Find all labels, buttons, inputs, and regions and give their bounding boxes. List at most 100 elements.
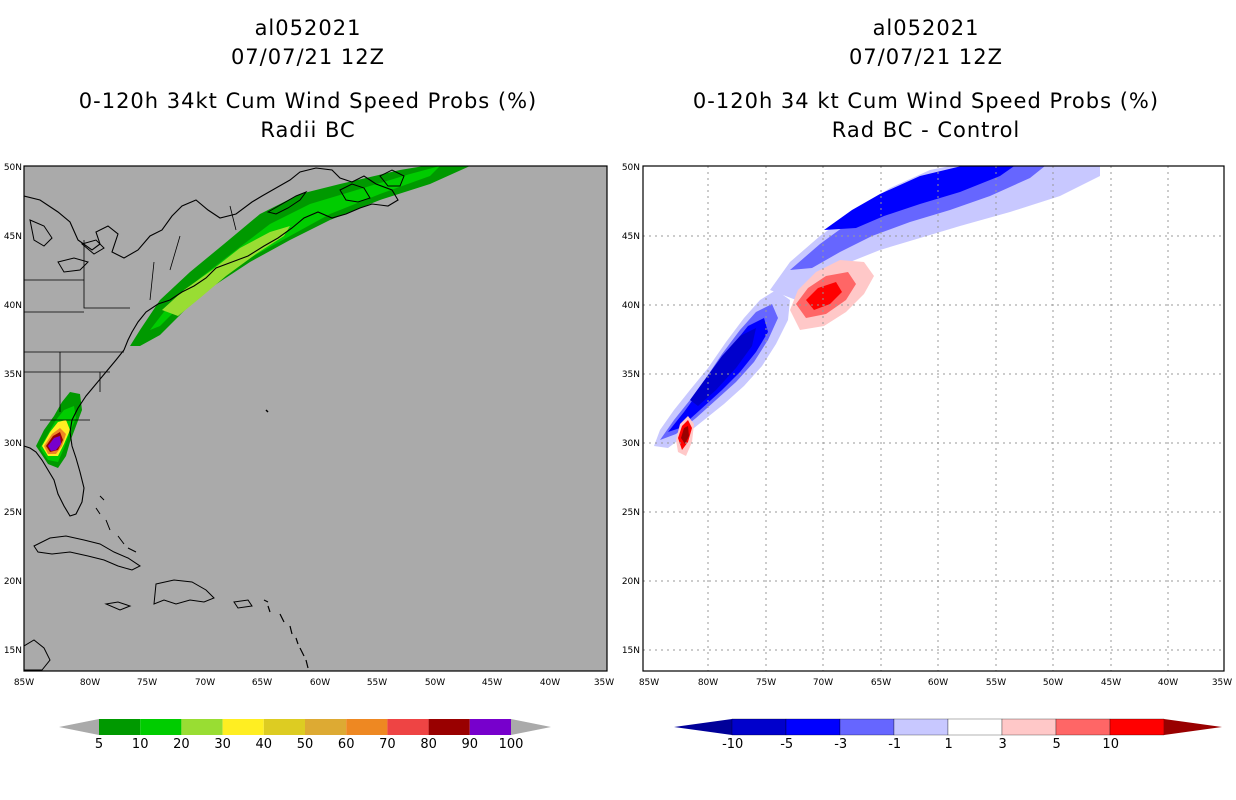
colorbar-label: 50 bbox=[297, 737, 314, 752]
lat-label: 50N bbox=[4, 163, 22, 173]
left-title-date: 07/07/21 12Z bbox=[230, 45, 386, 69]
lon-label: 75W bbox=[137, 678, 157, 688]
colorbar-cell bbox=[263, 719, 305, 735]
right-title-date: 07/07/21 12Z bbox=[848, 45, 1004, 69]
lat-label: 20N bbox=[622, 577, 640, 587]
lat-label: 40N bbox=[622, 301, 640, 311]
lon-label: 80W bbox=[80, 678, 100, 688]
colorbar-cell bbox=[839, 718, 895, 736]
right-title-product: 0-120h 34 kt Cum Wind Speed Probs (%) bbox=[692, 89, 1160, 113]
lon-label: 85W bbox=[639, 678, 659, 688]
left-colorbar: 5 10 20 30 40 50 60 70 80 90 100 bbox=[59, 719, 551, 752]
lon-label: 65W bbox=[252, 678, 272, 688]
colorbar-cell bbox=[1001, 718, 1057, 736]
colorbar-cell bbox=[222, 719, 264, 735]
lon-label: 65W bbox=[871, 678, 891, 688]
lat-label: 45N bbox=[4, 232, 22, 242]
colorbar-cell bbox=[893, 718, 949, 736]
lat-label: 35N bbox=[622, 370, 640, 380]
colorbar-cell bbox=[387, 719, 429, 735]
colorbar-label: 40 bbox=[256, 737, 273, 752]
left-lat-labels: 50N 45N 40N 35N 30N 25N 20N 15N bbox=[4, 163, 22, 656]
colorbar-label: 100 bbox=[499, 737, 524, 752]
lon-label: 35W bbox=[594, 678, 614, 688]
colorbar-cell bbox=[428, 719, 470, 735]
lat-label: 45N bbox=[622, 232, 640, 242]
colorbar-low-arrow bbox=[674, 719, 732, 735]
right-map bbox=[642, 165, 1225, 672]
right-map-background bbox=[643, 166, 1224, 671]
colorbar-label: 80 bbox=[420, 737, 437, 752]
lon-label: 70W bbox=[195, 678, 215, 688]
right-difference-contours bbox=[654, 166, 1100, 456]
colorbar-label: 5 bbox=[95, 737, 103, 752]
lat-label: 25N bbox=[622, 508, 640, 518]
colorbar-cell bbox=[181, 719, 223, 735]
right-colorbar: -10 -5 -3 -1 1 3 5 10 bbox=[674, 718, 1222, 752]
right-title-storm-id: al052021 bbox=[872, 16, 980, 40]
lon-label: 50W bbox=[1043, 678, 1063, 688]
lon-label: 45W bbox=[482, 678, 502, 688]
lon-label: 45W bbox=[1101, 678, 1121, 688]
left-lon-labels: 85W 80W 75W 70W 65W 60W 55W 50W 45W 40W … bbox=[14, 678, 614, 688]
left-map-background bbox=[24, 166, 607, 671]
colorbar-label: 10 bbox=[1102, 737, 1119, 752]
colorbar-label: 3 bbox=[999, 737, 1007, 752]
left-probability-contours bbox=[36, 166, 470, 468]
right-lat-labels: 50N 45N 40N 35N 30N 25N 20N 15N bbox=[622, 163, 640, 656]
colorbar-cell bbox=[1109, 718, 1165, 736]
right-title-variant: Rad BC - Control bbox=[831, 118, 1021, 142]
lon-label: 40W bbox=[540, 678, 560, 688]
colorbar-cell bbox=[99, 719, 141, 735]
lon-label: 50W bbox=[425, 678, 445, 688]
colorbar-label: -10 bbox=[722, 737, 743, 752]
colorbar-label: 1 bbox=[945, 737, 953, 752]
colorbar-cell bbox=[346, 719, 388, 735]
left-title-product: 0-120h 34kt Cum Wind Speed Probs (%) bbox=[78, 89, 538, 113]
left-map-frame bbox=[23, 165, 608, 672]
lat-label: 30N bbox=[4, 439, 22, 449]
lat-label: 40N bbox=[4, 301, 22, 311]
right-map-frame bbox=[642, 165, 1225, 672]
lon-label: 80W bbox=[698, 678, 718, 688]
lon-label: 40W bbox=[1158, 678, 1178, 688]
lat-label: 15N bbox=[622, 646, 640, 656]
colorbar-label: 60 bbox=[338, 737, 355, 752]
colorbar-label: -5 bbox=[780, 737, 793, 752]
lat-label: 50N bbox=[622, 163, 640, 173]
left-title-storm-id: al052021 bbox=[254, 16, 362, 40]
lat-label: 30N bbox=[622, 439, 640, 449]
lat-label: 25N bbox=[4, 508, 22, 518]
colorbar-cell bbox=[305, 719, 347, 735]
colorbar-cell bbox=[947, 718, 1003, 736]
lon-label: 85W bbox=[14, 678, 34, 688]
lon-label: 60W bbox=[928, 678, 948, 688]
colorbar-cell bbox=[140, 719, 182, 735]
colorbar-cell bbox=[785, 718, 841, 736]
left-title-variant: Radii BC bbox=[260, 118, 356, 142]
lon-label: 55W bbox=[367, 678, 387, 688]
lat-label: 35N bbox=[4, 370, 22, 380]
colorbar-label: -1 bbox=[888, 737, 901, 752]
colorbar-low-arrow bbox=[59, 719, 99, 735]
colorbar-label: 90 bbox=[462, 737, 479, 752]
colorbar-label: 10 bbox=[132, 737, 149, 752]
lon-label: 35W bbox=[1212, 678, 1232, 688]
lon-label: 70W bbox=[813, 678, 833, 688]
colorbar-label: 20 bbox=[173, 737, 190, 752]
colorbar-high-arrow bbox=[1164, 719, 1222, 735]
colorbar-cell bbox=[469, 719, 511, 735]
right-map-gridlines bbox=[643, 166, 1224, 671]
colorbar-high-arrow bbox=[511, 719, 551, 735]
lon-label: 60W bbox=[310, 678, 330, 688]
colorbar-label: 30 bbox=[214, 737, 231, 752]
right-lon-labels: 85W 80W 75W 70W 65W 60W 55W 50W 45W 40W … bbox=[639, 678, 1232, 688]
lon-label: 55W bbox=[986, 678, 1006, 688]
lat-label: 20N bbox=[4, 577, 22, 587]
colorbar-cell bbox=[731, 718, 787, 736]
lon-label: 75W bbox=[756, 678, 776, 688]
lat-label: 15N bbox=[4, 646, 22, 656]
left-map bbox=[23, 165, 608, 672]
colorbar-label: 5 bbox=[1053, 737, 1061, 752]
